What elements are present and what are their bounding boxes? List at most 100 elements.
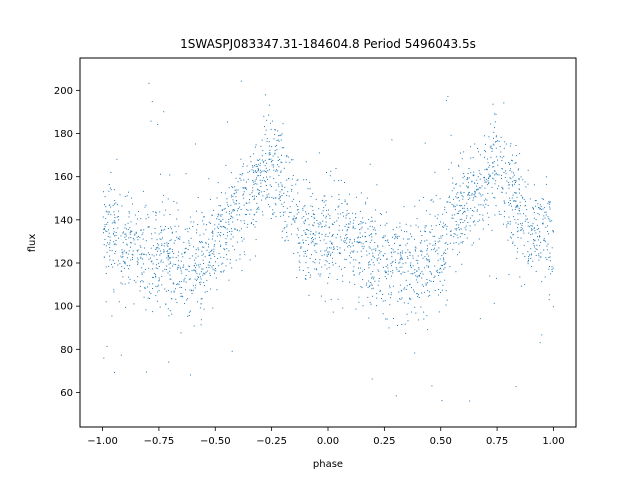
data-point — [184, 252, 185, 254]
data-point — [114, 221, 116, 223]
data-point — [352, 270, 354, 272]
data-point — [521, 224, 523, 226]
data-point — [529, 226, 531, 228]
data-point — [450, 162, 452, 164]
data-point — [232, 187, 234, 189]
data-point — [549, 256, 551, 258]
data-point — [134, 214, 136, 216]
data-point — [328, 226, 330, 228]
data-point — [486, 212, 488, 214]
data-point — [295, 183, 297, 185]
data-point — [461, 242, 463, 244]
data-point — [536, 224, 538, 226]
data-point — [246, 226, 248, 228]
data-point — [477, 220, 479, 222]
data-point — [506, 224, 508, 226]
data-point — [449, 195, 450, 197]
data-point — [457, 212, 459, 214]
data-point — [349, 221, 351, 223]
data-point — [306, 229, 308, 231]
data-point — [552, 306, 554, 308]
data-point — [136, 261, 138, 263]
data-point — [519, 153, 521, 155]
data-point — [265, 198, 267, 200]
data-point — [407, 320, 409, 322]
data-point — [376, 259, 378, 261]
data-point — [114, 253, 116, 255]
data-point — [161, 284, 163, 286]
data-point — [265, 171, 267, 173]
data-point — [430, 280, 432, 282]
data-point — [268, 158, 270, 160]
data-point — [441, 400, 443, 402]
data-point — [400, 255, 402, 257]
data-point — [448, 168, 450, 170]
data-point — [225, 238, 227, 240]
data-point — [135, 232, 137, 234]
data-point — [170, 257, 172, 259]
data-point — [152, 268, 153, 270]
data-point — [429, 213, 431, 215]
data-point — [302, 207, 304, 209]
data-point — [488, 175, 490, 177]
x-tick-label: 0.00 — [317, 436, 339, 447]
data-point — [378, 270, 380, 272]
data-point — [410, 273, 412, 275]
data-point — [453, 242, 455, 244]
data-point — [424, 240, 426, 242]
data-point — [241, 240, 243, 242]
data-point — [207, 264, 209, 266]
data-point — [209, 264, 211, 266]
data-point — [493, 131, 495, 133]
data-point — [130, 241, 132, 243]
data-point — [392, 229, 394, 231]
data-point — [520, 285, 522, 287]
data-point — [268, 114, 269, 116]
data-point — [110, 187, 111, 189]
data-point — [549, 203, 551, 205]
data-point — [369, 241, 371, 243]
data-point — [342, 307, 344, 309]
data-point — [340, 252, 342, 254]
data-point — [318, 232, 320, 234]
data-point — [326, 268, 328, 270]
data-point — [103, 232, 104, 234]
data-point — [205, 271, 207, 273]
data-point — [203, 223, 205, 225]
data-point — [124, 262, 126, 263]
data-point — [439, 258, 441, 260]
data-point — [533, 217, 535, 219]
data-point — [486, 178, 488, 180]
data-point — [417, 260, 419, 262]
data-point — [318, 224, 320, 226]
data-point — [391, 265, 392, 267]
data-point — [353, 238, 355, 240]
data-point — [384, 300, 386, 302]
data-point — [467, 209, 469, 211]
data-point — [368, 253, 370, 255]
data-point — [225, 192, 227, 194]
data-point — [444, 209, 446, 211]
data-point — [259, 158, 261, 160]
data-point — [156, 254, 158, 256]
data-point — [278, 185, 280, 187]
data-point — [478, 204, 480, 206]
data-point — [143, 263, 144, 265]
data-point — [329, 273, 331, 275]
data-point — [368, 286, 370, 287]
data-point — [239, 206, 241, 208]
data-point — [362, 305, 364, 307]
data-point — [158, 290, 160, 292]
data-point — [369, 285, 371, 287]
data-point — [201, 254, 203, 256]
data-point — [543, 238, 545, 240]
data-point — [507, 223, 509, 224]
data-point — [484, 179, 486, 181]
data-point — [319, 240, 321, 242]
data-point — [371, 277, 373, 279]
data-point — [145, 204, 147, 206]
data-point — [517, 223, 519, 225]
data-point — [383, 237, 385, 239]
data-point — [246, 165, 248, 167]
data-point — [311, 216, 313, 217]
